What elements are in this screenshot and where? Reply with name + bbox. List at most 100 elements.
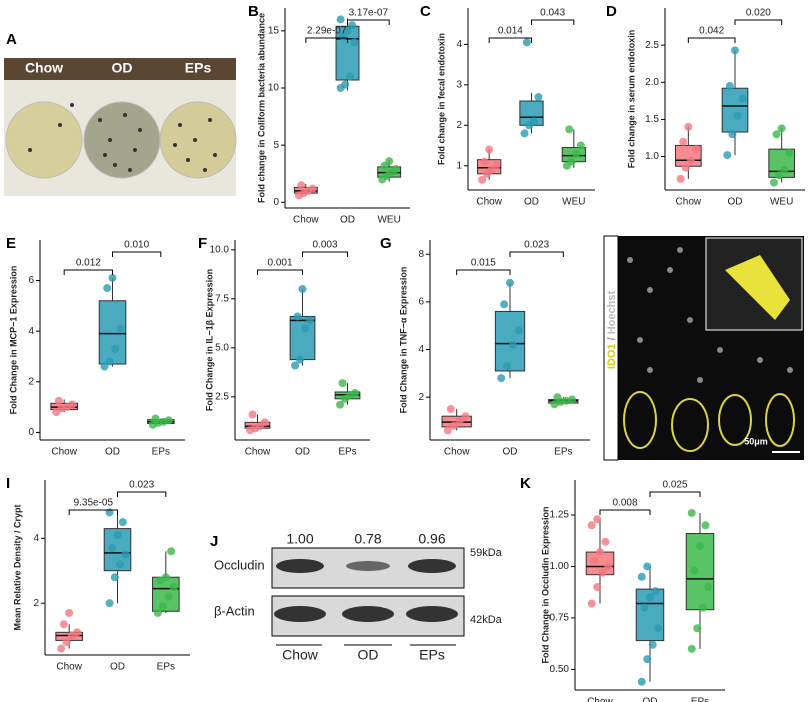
panel-letter: C bbox=[420, 3, 431, 20]
significance-bracket bbox=[649, 491, 701, 497]
x-tick-label: EPs bbox=[554, 447, 572, 458]
data-point bbox=[443, 426, 452, 435]
data-point bbox=[480, 157, 489, 166]
dish bbox=[159, 101, 237, 179]
data-point bbox=[604, 562, 613, 571]
x-tick-label: Chow bbox=[56, 662, 82, 673]
data-point bbox=[336, 15, 345, 24]
data-point bbox=[151, 414, 160, 423]
y-tick-label: 0 bbox=[273, 197, 279, 208]
data-point bbox=[57, 644, 66, 653]
data-point bbox=[305, 316, 314, 325]
p-value: 3.17e-07 bbox=[349, 8, 389, 19]
x-tick-label: WEU bbox=[770, 197, 793, 208]
data-point bbox=[553, 393, 562, 402]
protein-label: β-Actin bbox=[214, 603, 255, 618]
data-point bbox=[478, 175, 487, 184]
data-point bbox=[777, 124, 786, 133]
data-point bbox=[164, 592, 173, 601]
data-point bbox=[637, 572, 646, 581]
data-point bbox=[643, 655, 652, 664]
data-point bbox=[497, 374, 506, 383]
data-point bbox=[296, 355, 305, 364]
data-point bbox=[587, 521, 596, 530]
significance-bracket bbox=[63, 269, 113, 275]
data-point bbox=[297, 181, 306, 190]
data-point bbox=[248, 410, 257, 419]
data-point bbox=[298, 285, 307, 294]
data-point bbox=[336, 400, 345, 409]
data-point bbox=[503, 362, 512, 371]
stain-1: IDO1 bbox=[606, 343, 618, 369]
y-tick-label: 8 bbox=[418, 249, 424, 260]
significance-bracket bbox=[488, 37, 532, 43]
data-point bbox=[103, 284, 112, 293]
data-point bbox=[725, 82, 734, 90]
data-point bbox=[565, 125, 574, 134]
data-point bbox=[345, 72, 354, 81]
data-point bbox=[731, 46, 739, 55]
data-point bbox=[118, 518, 127, 527]
data-point bbox=[593, 583, 602, 592]
data-point bbox=[520, 129, 529, 138]
data-point bbox=[640, 603, 649, 612]
y-tick-label: 0.75 bbox=[550, 613, 570, 624]
data-point bbox=[568, 395, 577, 404]
data-point bbox=[646, 593, 654, 602]
data-point bbox=[338, 379, 347, 388]
significance-bracket bbox=[117, 491, 167, 497]
data-point bbox=[485, 145, 494, 154]
data-point bbox=[693, 624, 702, 633]
data-point bbox=[601, 537, 610, 546]
p-value: 0.001 bbox=[267, 258, 292, 269]
lane-label: Chow bbox=[282, 647, 319, 663]
data-point bbox=[567, 157, 576, 166]
x-tick-label: Chow bbox=[245, 447, 271, 458]
x-tick-label: OD bbox=[643, 697, 658, 702]
panel-letter: D bbox=[606, 3, 617, 20]
p-value: 0.042 bbox=[699, 26, 724, 37]
significance-bracket bbox=[112, 251, 162, 257]
data-point bbox=[522, 38, 531, 47]
data-point bbox=[167, 547, 176, 556]
panel-letter: E bbox=[6, 235, 16, 252]
data-point bbox=[449, 421, 458, 430]
data-point bbox=[108, 544, 117, 553]
y-axis-label: Fold Change in MCP−1 Expression bbox=[8, 266, 18, 415]
p-value: 0.023 bbox=[524, 240, 549, 251]
data-point bbox=[684, 122, 693, 131]
data-point bbox=[514, 326, 523, 335]
data-point bbox=[446, 405, 455, 414]
data-point bbox=[121, 550, 130, 559]
p-value: 0.043 bbox=[540, 8, 565, 19]
y-tick-label: 0.50 bbox=[550, 664, 570, 675]
y-tick-label: 1.00 bbox=[550, 561, 570, 572]
data-point bbox=[293, 312, 302, 321]
y-tick-label: 2 bbox=[456, 120, 462, 131]
significance-bracket bbox=[734, 19, 783, 25]
stain-label: IDO1 / Hoechst bbox=[606, 291, 618, 370]
data-point bbox=[643, 562, 652, 571]
data-point bbox=[598, 568, 607, 577]
data-point bbox=[769, 178, 778, 187]
data-point bbox=[681, 163, 690, 172]
lane-label: OD bbox=[358, 647, 379, 663]
significance-bracket bbox=[456, 269, 511, 275]
data-point bbox=[576, 141, 585, 150]
band-ratio: 0.78 bbox=[354, 531, 381, 547]
data-point bbox=[508, 340, 517, 349]
y-axis-label: Fold change in fecal endotoxin bbox=[436, 33, 446, 165]
x-tick-label: Chow bbox=[587, 697, 613, 702]
significance-bracket bbox=[68, 509, 118, 515]
data-point bbox=[308, 184, 317, 193]
significance-bracket bbox=[302, 251, 348, 257]
significance-bracket bbox=[599, 509, 651, 515]
data-point bbox=[698, 603, 707, 612]
inset-signal bbox=[725, 255, 790, 320]
x-tick-label: OD bbox=[340, 215, 355, 226]
panel-letter: I bbox=[6, 475, 10, 492]
x-tick-label: EPs bbox=[157, 662, 175, 673]
data-point bbox=[116, 324, 125, 333]
panel-letter: J bbox=[210, 533, 218, 550]
data-point bbox=[534, 92, 543, 101]
